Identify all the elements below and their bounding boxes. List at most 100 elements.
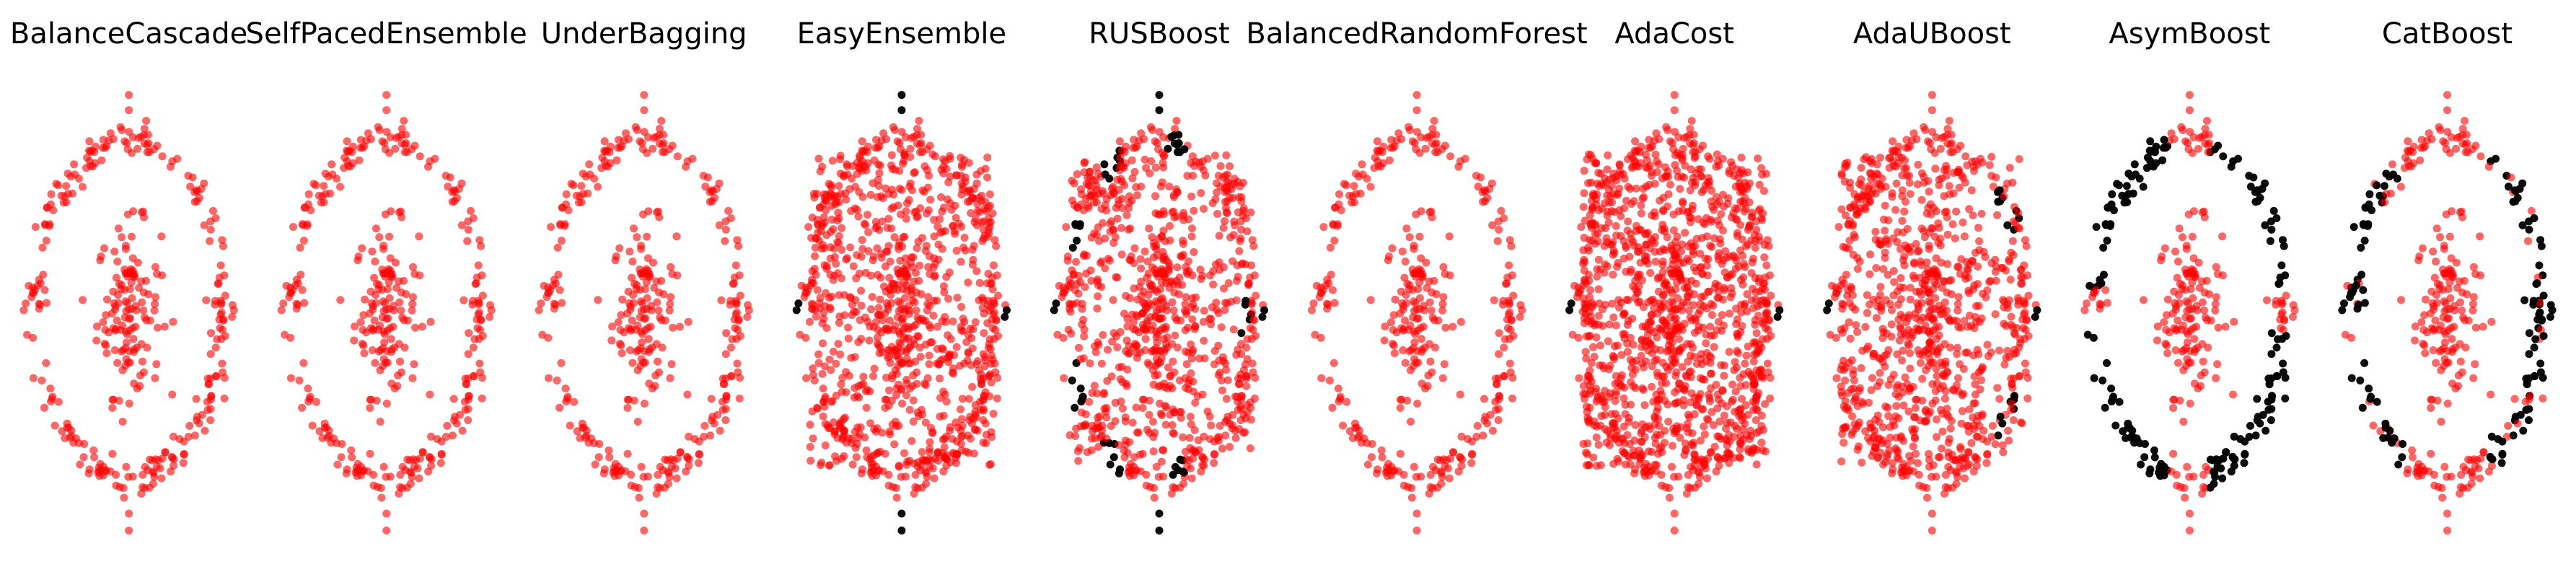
point-positive: [139, 306, 148, 315]
point-positive: [1385, 156, 1394, 164]
point-positive: [336, 296, 345, 304]
point-positive: [1649, 397, 1658, 406]
point-positive: [900, 294, 909, 302]
point-positive: [229, 306, 238, 315]
point-positive: [855, 393, 863, 402]
point-positive: [1588, 218, 1596, 226]
point-positive: [649, 144, 657, 153]
point-positive: [855, 430, 863, 438]
point-positive: [408, 300, 417, 308]
point-positive: [930, 232, 938, 241]
point-positive: [656, 462, 664, 471]
point-positive: [986, 370, 995, 379]
point-positive: [1613, 263, 1622, 271]
point-positive: [1145, 361, 1153, 369]
point-positive: [857, 286, 865, 295]
point-positive: [827, 366, 835, 374]
point-positive: [1169, 428, 1177, 437]
point-positive: [667, 263, 675, 271]
point-positive: [721, 395, 730, 404]
point-positive: [1592, 333, 1601, 342]
point-positive: [562, 190, 571, 198]
point-positive: [137, 133, 145, 141]
point-positive: [1177, 316, 1185, 325]
point-positive: [112, 481, 120, 490]
point-positive: [913, 379, 921, 388]
point-positive: [668, 270, 677, 278]
point-positive: [570, 397, 578, 406]
point-positive: [1251, 374, 1260, 382]
point-positive: [1707, 384, 1715, 392]
point-positive: [547, 223, 555, 232]
point-positive: [151, 300, 159, 308]
point-positive: [343, 465, 351, 474]
point-positive: [847, 207, 856, 215]
point-positive: [979, 406, 988, 415]
point-positive: [1172, 117, 1181, 125]
point-positive: [832, 260, 840, 268]
point-positive: [1648, 382, 1656, 391]
point-positive: [1620, 330, 1629, 338]
point-positive: [427, 462, 436, 470]
point-positive: [1619, 170, 1627, 178]
point-positive: [900, 449, 908, 457]
point-positive: [1759, 320, 1767, 328]
point-positive: [879, 467, 887, 475]
point-positive: [318, 434, 327, 442]
point-positive: [594, 453, 603, 462]
point-positive: [587, 434, 595, 443]
point-positive: [1140, 247, 1149, 256]
point-positive: [1758, 446, 1767, 454]
point-positive: [1580, 189, 1588, 198]
point-positive: [1586, 286, 1594, 294]
point-positive: [1431, 148, 1440, 157]
point-positive: [948, 435, 957, 444]
point-positive: [635, 493, 643, 502]
point-positive: [1736, 374, 1744, 382]
point-positive: [1725, 169, 1733, 177]
point-positive: [1077, 408, 1086, 417]
point-positive: [968, 245, 977, 254]
point-positive: [826, 305, 835, 314]
point-positive: [1421, 384, 1430, 393]
point-positive: [478, 374, 486, 382]
point-positive: [586, 170, 594, 179]
point-positive: [628, 316, 636, 325]
point-positive: [872, 471, 881, 480]
point-positive: [1252, 291, 1260, 300]
point-positive: [206, 350, 215, 359]
point-positive: [965, 186, 973, 195]
point-positive: [809, 305, 817, 314]
point-positive: [736, 374, 744, 382]
point-positive: [1161, 325, 1169, 333]
point-positive: [1714, 287, 1723, 296]
point-positive: [1407, 418, 1415, 426]
point-positive: [1441, 270, 1449, 278]
point-positive: [940, 288, 949, 296]
point-positive: [1116, 154, 1125, 162]
point-positive: [1613, 341, 1622, 350]
point-positive: [912, 306, 920, 315]
point-positive: [1606, 389, 1614, 397]
point-positive: [554, 270, 563, 279]
point-positive: [296, 270, 305, 279]
point-positive: [1692, 234, 1701, 243]
point-positive: [219, 316, 228, 325]
point-positive: [361, 295, 369, 304]
point-positive: [988, 209, 997, 218]
point-positive: [1439, 293, 1448, 302]
point-positive: [1669, 247, 1677, 255]
point-positive: [655, 368, 664, 377]
point-positive: [821, 420, 830, 428]
point-positive: [1334, 384, 1342, 393]
point-positive: [972, 179, 981, 188]
point-positive: [1205, 435, 1214, 444]
point-positive: [1689, 301, 1698, 309]
point-positive: [892, 391, 900, 400]
point-positive: [885, 273, 894, 282]
point-positive: [1707, 217, 1715, 226]
point-positive: [1750, 445, 1759, 454]
point-positive: [901, 307, 910, 315]
point-positive: [796, 330, 804, 339]
point-positive: [827, 216, 836, 224]
